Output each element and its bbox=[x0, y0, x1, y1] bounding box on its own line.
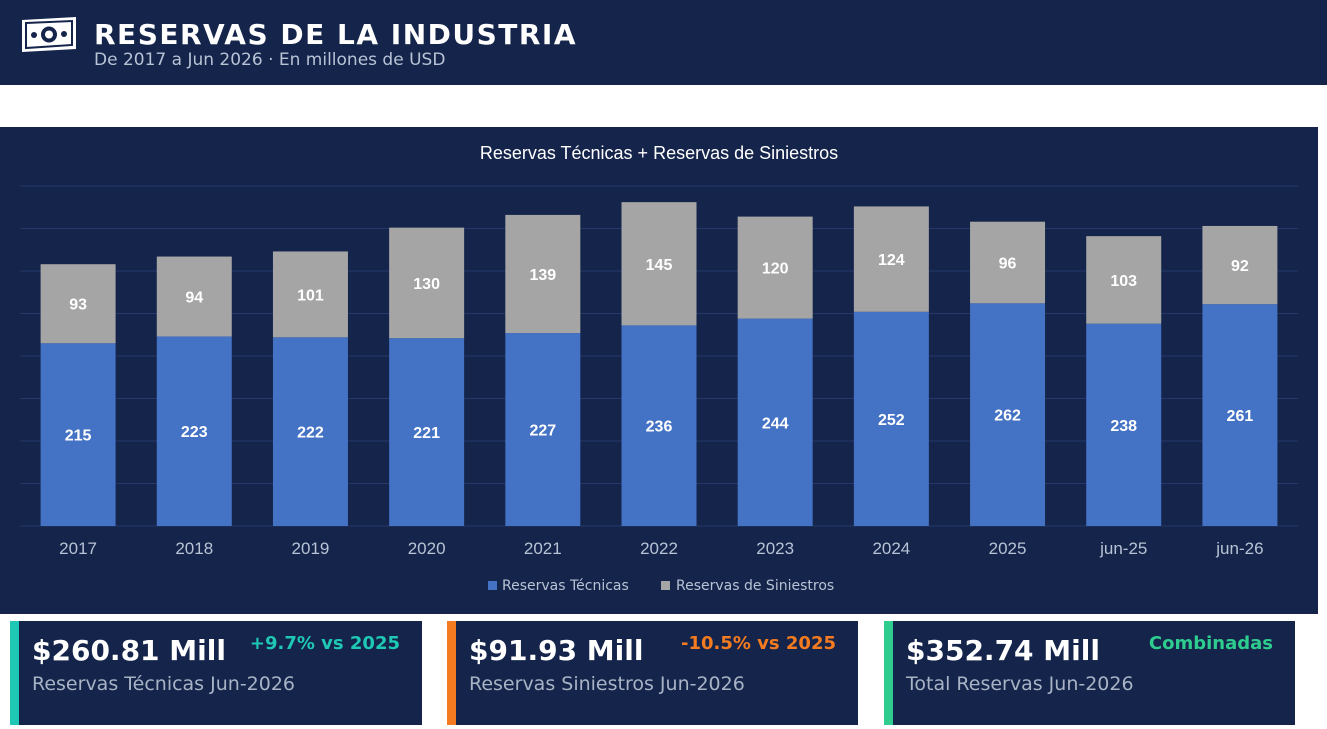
bar-tecnicas bbox=[737, 318, 813, 526]
bar-tecnicas bbox=[1202, 304, 1278, 526]
card-accent-bar bbox=[10, 621, 19, 725]
data-label-tecnicas: 227 bbox=[529, 423, 556, 440]
bar-tecnicas bbox=[1086, 323, 1162, 526]
card-accent-bar bbox=[447, 621, 456, 725]
data-label-tecnicas: 222 bbox=[297, 425, 324, 442]
data-label-siniestros: 94 bbox=[185, 290, 203, 307]
bar-siniestros bbox=[389, 227, 465, 339]
chart-panel: Reservas Técnicas + Reservas de Siniestr… bbox=[0, 127, 1318, 614]
page-subtitle: De 2017 a Jun 2026 · En millones de USD bbox=[94, 50, 446, 70]
legend: Reservas Técnicas Reservas de Siniestros bbox=[488, 578, 834, 594]
card-value: $260.81 Mill bbox=[32, 634, 226, 667]
bar-tecnicas bbox=[40, 343, 116, 526]
data-label-tecnicas: 261 bbox=[1227, 408, 1254, 425]
card-label: Reservas Técnicas Jun-2026 bbox=[32, 673, 296, 695]
legend-label-tecnicas: Reservas Técnicas bbox=[502, 578, 629, 594]
bar-tecnicas bbox=[621, 325, 697, 526]
page-title: RESERVAS DE LA INDUSTRIA bbox=[94, 18, 578, 51]
x-tick-label: jun-26 bbox=[1215, 539, 1263, 558]
data-label-tecnicas: 221 bbox=[413, 425, 440, 442]
bar-tecnicas bbox=[156, 336, 232, 526]
data-label-siniestros: 92 bbox=[1231, 258, 1249, 275]
x-tick-label: 2023 bbox=[756, 539, 794, 558]
bar-tecnicas bbox=[970, 303, 1046, 526]
data-label-siniestros: 96 bbox=[999, 256, 1017, 273]
data-label-tecnicas: 215 bbox=[65, 428, 92, 445]
card-label: Reservas Siniestros Jun-2026 bbox=[469, 673, 745, 695]
legend-swatch-tecnicas bbox=[488, 581, 497, 590]
bar-siniestros bbox=[737, 216, 813, 319]
bar-siniestros bbox=[621, 202, 697, 326]
stacked-bar-chart: Reservas Técnicas + Reservas de Siniestr… bbox=[20, 143, 1298, 594]
bar-tecnicas bbox=[272, 337, 348, 526]
bar-siniestros bbox=[40, 264, 116, 344]
bar-tecnicas bbox=[389, 338, 465, 526]
bar-tecnicas bbox=[505, 333, 581, 526]
x-tick-label: 2017 bbox=[59, 539, 97, 558]
card-label: Total Reservas Jun-2026 bbox=[906, 673, 1134, 695]
data-label-tecnicas: 262 bbox=[994, 408, 1021, 425]
data-label-siniestros: 103 bbox=[1110, 273, 1137, 290]
card-total-reservas: $352.74 Mill Total Reservas Jun-2026 Com… bbox=[884, 621, 1295, 725]
x-tick-label: 2019 bbox=[292, 539, 330, 558]
legend-label-siniestros: Reservas de Siniestros bbox=[676, 578, 834, 594]
card-value: $352.74 Mill bbox=[906, 634, 1100, 667]
card-reservas-siniestros: $91.93 Mill Reservas Siniestros Jun-2026… bbox=[447, 621, 858, 725]
bar-siniestros bbox=[505, 214, 581, 334]
card-change: Combinadas bbox=[1148, 633, 1273, 654]
x-tick-label: 2024 bbox=[872, 539, 910, 558]
bar-siniestros bbox=[156, 256, 232, 337]
bar-siniestros bbox=[853, 206, 929, 312]
bar-siniestros bbox=[272, 251, 348, 338]
data-label-tecnicas: 238 bbox=[1110, 418, 1137, 435]
card-change: +9.7% vs 2025 bbox=[249, 633, 400, 654]
bar-siniestros bbox=[1202, 225, 1278, 305]
data-label-siniestros: 93 bbox=[69, 297, 87, 314]
data-label-tecnicas: 244 bbox=[762, 415, 789, 432]
x-tick-label: 2025 bbox=[989, 539, 1027, 558]
data-label-siniestros: 139 bbox=[529, 267, 556, 284]
x-tick-label: jun-25 bbox=[1099, 539, 1147, 558]
bar-tecnicas bbox=[853, 311, 929, 526]
card-reservas-tecnicas: $260.81 Mill Reservas Técnicas Jun-2026 … bbox=[10, 621, 422, 725]
data-label-tecnicas: 223 bbox=[181, 424, 208, 441]
legend-swatch-siniestros bbox=[661, 581, 670, 590]
x-tick-label: 2022 bbox=[640, 539, 678, 558]
data-label-siniestros: 124 bbox=[878, 252, 905, 269]
x-tick-label: 2018 bbox=[175, 539, 213, 558]
bar-siniestros bbox=[1086, 236, 1162, 324]
money-bill-icon bbox=[22, 17, 76, 52]
data-label-siniestros: 145 bbox=[646, 257, 673, 274]
chart-title: Reservas Técnicas + Reservas de Siniestr… bbox=[480, 143, 838, 163]
bar-siniestros bbox=[970, 221, 1046, 304]
data-label-siniestros: 130 bbox=[413, 276, 440, 293]
card-change: -10.5% vs 2025 bbox=[681, 633, 836, 654]
header: RESERVAS DE LA INDUSTRIA De 2017 a Jun 2… bbox=[0, 0, 1327, 85]
card-value: $91.93 Mill bbox=[469, 634, 644, 667]
x-tick-label: 2020 bbox=[408, 539, 446, 558]
data-label-siniestros: 120 bbox=[762, 261, 789, 278]
data-label-siniestros: 101 bbox=[297, 287, 324, 304]
card-accent-bar bbox=[884, 621, 893, 725]
x-tick-label: 2021 bbox=[524, 539, 562, 558]
data-label-tecnicas: 236 bbox=[646, 419, 673, 436]
data-label-tecnicas: 252 bbox=[878, 412, 905, 429]
